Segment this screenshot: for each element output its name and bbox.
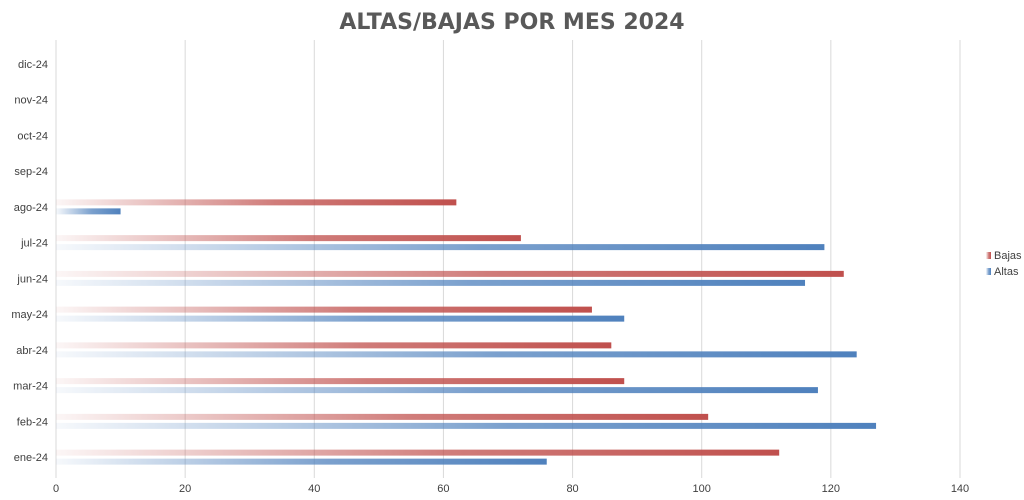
legend-label-bajas: Bajas: [994, 250, 1022, 262]
y-tick-label: sep-24: [14, 166, 48, 178]
chart-title: ALTAS/BAJAS POR MES 2024: [339, 10, 684, 35]
bar-altas-abr-24: [56, 351, 857, 358]
bar-altas-jul-24: [56, 244, 825, 251]
y-tick-label: jun-24: [16, 273, 48, 285]
y-tick-label: oct-24: [17, 130, 48, 142]
grid-lines: [55, 40, 961, 478]
x-tick-label: 0: [53, 483, 59, 495]
x-tick-label: 60: [437, 483, 449, 495]
x-axis-labels: 0 20 40 60 80 100 120 140: [53, 483, 969, 495]
legend-swatch-altas: [986, 268, 991, 275]
legend-swatch-bajas: [986, 252, 991, 259]
y-tick-label: nov-24: [14, 95, 48, 107]
x-tick-label: 80: [566, 483, 578, 495]
x-tick-label: 120: [822, 483, 840, 495]
x-tick-label: 40: [308, 483, 320, 495]
x-tick-label: 140: [951, 483, 969, 495]
y-tick-label: may-24: [11, 309, 48, 321]
y-tick-label: ene-24: [14, 452, 48, 464]
bar-altas-jun-24: [56, 279, 806, 286]
y-tick-label: mar-24: [13, 381, 48, 393]
legend-label-altas: Altas: [994, 266, 1019, 278]
x-tick-label: 20: [179, 483, 191, 495]
bars: [56, 199, 877, 465]
bar-altas-ene-24: [56, 458, 547, 465]
bar-bajas-ene-24: [56, 449, 780, 456]
bar-bajas-feb-24: [56, 413, 709, 420]
bar-altas-feb-24: [56, 422, 877, 429]
y-tick-label: jul-24: [20, 238, 48, 250]
y-axis-labels: ene-24 feb-24 mar-24 abr-24 may-24 jun-24 jul-…: [11, 59, 48, 464]
bar-altas-ago-24: [56, 208, 121, 215]
bar-bajas-jun-24: [56, 270, 844, 277]
y-tick-label: feb-24: [17, 416, 48, 428]
bar-bajas-jul-24: [56, 235, 521, 242]
y-tick-label: dic-24: [18, 59, 48, 71]
bar-bajas-may-24: [56, 306, 592, 313]
bar-altas-may-24: [56, 315, 625, 322]
legend: Bajas Altas: [986, 250, 1022, 278]
x-tick-label: 100: [693, 483, 711, 495]
bar-bajas-mar-24: [56, 378, 625, 385]
bar-bajas-ago-24: [56, 199, 457, 206]
y-tick-label: abr-24: [16, 345, 48, 357]
bar-altas-mar-24: [56, 387, 818, 394]
y-tick-label: ago-24: [14, 202, 48, 214]
bar-bajas-abr-24: [56, 342, 612, 349]
